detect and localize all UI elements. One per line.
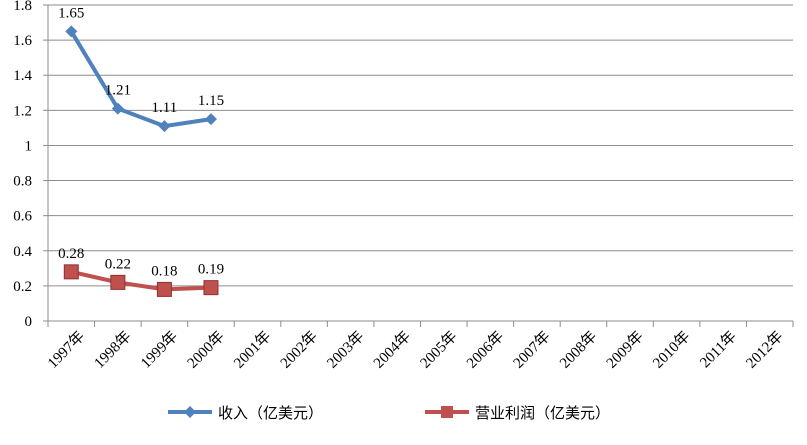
data-label: 0.28	[58, 246, 84, 262]
y-tick-label: 1.8	[13, 0, 32, 14]
x-tick-label: 1998年	[91, 328, 135, 372]
data-label: 1.15	[198, 93, 224, 109]
data-point	[204, 113, 217, 126]
y-tick-label: 0.8	[13, 174, 32, 190]
y-tick-label: 1.2	[13, 103, 32, 119]
data-point	[63, 264, 79, 280]
y-tick-label: 0	[25, 314, 33, 330]
axes	[43, 4, 794, 327]
legend-label: 收入（亿美元）	[218, 404, 323, 422]
x-tick-label: 2001年	[231, 328, 275, 372]
data-label: 0.22	[105, 256, 131, 272]
y-tick-label: 1	[25, 138, 33, 154]
series-line	[70, 269, 212, 292]
legend-item-1: 收入（亿美元）	[168, 404, 323, 422]
series-line	[69, 30, 212, 129]
data-point	[111, 102, 124, 115]
data-point	[65, 25, 78, 38]
y-tick-label: 0.4	[13, 244, 32, 260]
x-axis-ticks: 1997年 1998年 1999年 2000年 2001年 2002年 2003年 2004年…	[44, 328, 786, 372]
x-tick-label: 2010年	[650, 328, 694, 372]
x-tick-label: 2006年	[463, 328, 507, 372]
gridlines	[48, 4, 793, 287]
series-layer: 1.65 1.21 1.11 1.15 0.28 0.22 0.18 0.19	[58, 5, 224, 297]
y-tick-label: 0.6	[13, 209, 32, 225]
y-tick-label: 1.4	[13, 68, 32, 84]
x-tick-label: 2003年	[324, 328, 368, 372]
y-tick-label: 0.2	[13, 279, 32, 295]
x-tick-label: 2005年	[417, 328, 461, 372]
x-tick-label: 1997年	[44, 328, 88, 372]
series-2: 0.28 0.22 0.18 0.19	[58, 246, 224, 297]
y-axis-ticks: 0 0.2 0.4 0.6 0.8 1 1.2 1.4 1.6 1.8	[13, 0, 32, 330]
x-tick-label: 2008年	[556, 328, 600, 372]
data-label: 0.18	[151, 263, 177, 279]
data-point	[110, 274, 126, 290]
data-label: 1.65	[58, 5, 84, 21]
x-tick-label: 1999年	[137, 328, 181, 372]
x-tick-label: 2002年	[277, 328, 321, 372]
legend-label: 营业利润（亿美元）	[475, 404, 610, 422]
x-tick-label: 2012年	[743, 328, 787, 372]
x-tick-label: 2004年	[370, 328, 414, 372]
data-label: 1.21	[105, 83, 131, 99]
series-1: 1.65 1.21 1.11 1.15	[58, 5, 224, 133]
legend: 收入（亿美元） 营业利润（亿美元）	[168, 404, 610, 422]
x-tick-label: 2009年	[603, 328, 647, 372]
x-tick-label: 2007年	[510, 328, 554, 372]
data-label: 0.19	[198, 262, 224, 278]
legend-marker	[441, 406, 453, 418]
x-tick-label: 2000年	[184, 328, 228, 372]
data-label: 1.11	[152, 100, 178, 116]
data-point	[158, 120, 171, 133]
data-point	[203, 280, 219, 296]
y-tick-label: 1.6	[13, 33, 32, 49]
x-tick-label: 2011年	[697, 328, 740, 371]
legend-item-2: 营业利润（亿美元）	[425, 404, 610, 422]
legend-marker	[184, 406, 196, 418]
data-point	[156, 281, 172, 297]
